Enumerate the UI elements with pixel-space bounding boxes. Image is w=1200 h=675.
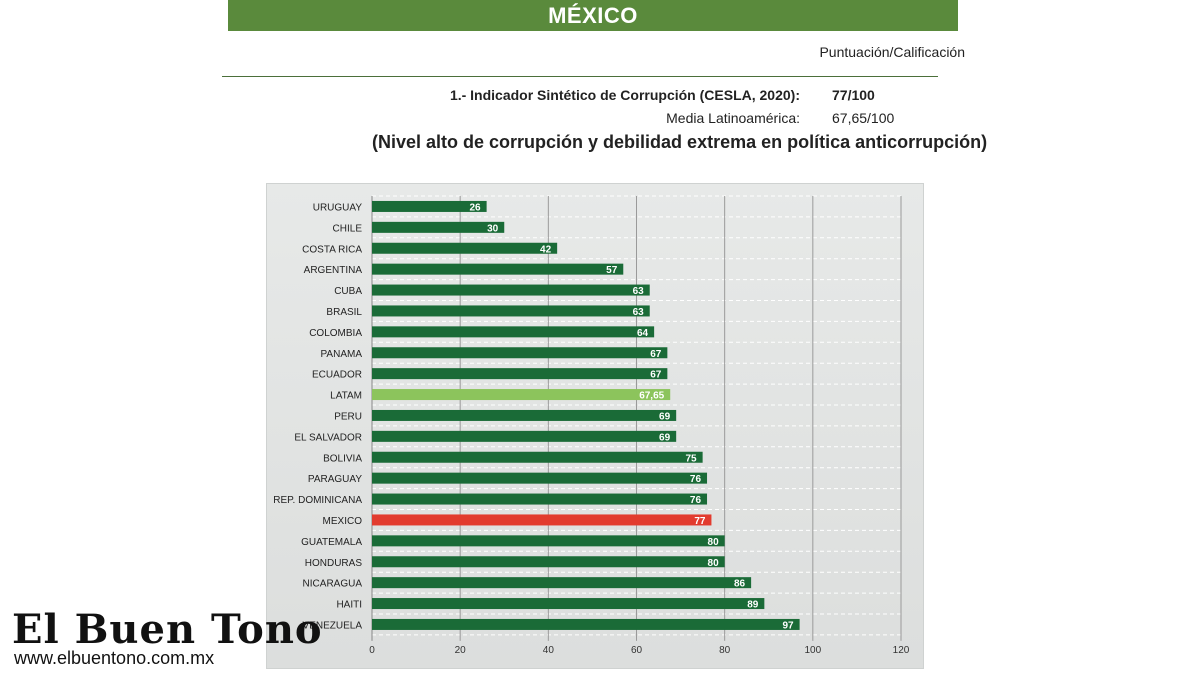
bar (372, 577, 752, 589)
bar (372, 221, 505, 233)
bar-value-label: 57 (606, 265, 618, 276)
category-label: REP. DOMINICANA (273, 495, 362, 506)
bar (372, 535, 725, 547)
category-label: CHILE (333, 223, 363, 234)
indicator-note: (Nivel alto de corrupción y debilidad ex… (372, 132, 988, 152)
bar-value-label: 80 (708, 537, 720, 548)
bar-value-label: 67 (650, 349, 662, 360)
x-tick-label: 80 (719, 645, 731, 656)
bar (372, 430, 677, 442)
category-label: COLOMBIA (309, 328, 362, 339)
logo-url: www.elbuentono.com.mx (14, 648, 215, 668)
bar-value-label: 30 (487, 223, 499, 234)
category-label: PERU (334, 411, 362, 422)
category-label: LATAM (330, 391, 362, 402)
bar (372, 326, 655, 338)
bar-value-label: 42 (540, 244, 552, 255)
category-label: URUGUAY (313, 202, 363, 213)
x-tick-label: 120 (893, 645, 910, 656)
category-label: NICARAGUA (303, 579, 363, 590)
bar-value-label: 63 (633, 307, 645, 318)
category-label: VENEZUELA (303, 620, 363, 631)
bar (372, 200, 487, 212)
category-label: GUATEMALA (301, 537, 362, 548)
x-tick-label: 0 (369, 645, 375, 656)
category-label: HONDURAS (305, 558, 363, 569)
x-tick-label: 60 (631, 645, 643, 656)
bar-chart: 0 20 40 60 80 100 120 URUGUAY 26 CHILE 30 COSTA RIC… (273, 195, 910, 656)
indicator-value: 77/100 (832, 87, 875, 103)
bar (372, 263, 624, 275)
bar (372, 389, 671, 401)
x-tick-label: 100 (804, 645, 821, 656)
bar (372, 305, 650, 317)
category-label: EL SALVADOR (294, 432, 362, 443)
category-label: ARGENTINA (304, 265, 363, 276)
divider (222, 76, 938, 77)
category-label: ECUADOR (312, 370, 362, 381)
mean-value: 67,65/100 (832, 110, 895, 126)
bar-value-label: 80 (708, 558, 720, 569)
bar-value-label: 67 (650, 370, 662, 381)
category-label: MEXICO (323, 516, 363, 527)
bar (372, 514, 712, 526)
x-tick-label: 40 (543, 645, 555, 656)
bar (372, 347, 668, 359)
mean-label: Media Latinoamérica: (666, 110, 800, 126)
indicator-label: 1.- Indicador Sintético de Corrupción (C… (449, 87, 800, 103)
bar-value-label: 26 (469, 202, 481, 213)
logo: El Buen Tono (12, 606, 323, 653)
page-title-banner: MÉXICO (228, 0, 958, 31)
bar-value-label: 76 (690, 495, 702, 506)
bar (372, 598, 765, 610)
bar (372, 618, 800, 630)
category-label: PANAMA (321, 349, 363, 360)
category-label: COSTA RICA (302, 244, 362, 255)
chart-frame: 0 20 40 60 80 100 120 URUGUAY 26 CHILE 30 COSTA RIC… (266, 183, 924, 669)
bar (372, 493, 708, 505)
bar (372, 409, 677, 421)
bar-value-label: 67,65 (639, 391, 664, 402)
category-label: BOLIVIA (323, 453, 362, 464)
bar-value-label: 75 (686, 453, 698, 464)
bar (372, 451, 703, 463)
bar-value-label: 77 (694, 516, 706, 527)
score-caption: Puntuación/Calificación (819, 44, 965, 60)
bar-value-label: 69 (659, 411, 671, 422)
bar (372, 368, 668, 380)
category-label: PARAGUAY (308, 474, 362, 485)
bar (372, 556, 725, 568)
bar-value-label: 89 (747, 600, 759, 611)
x-tick-label: 20 (455, 645, 467, 656)
bar-value-label: 76 (690, 474, 702, 485)
bar (372, 284, 650, 296)
bar-value-label: 69 (659, 432, 671, 443)
category-label: CUBA (334, 286, 362, 297)
category-label: BRASIL (326, 307, 362, 318)
category-label: HAITI (336, 600, 362, 611)
bar-value-label: 64 (637, 328, 649, 339)
bar-value-label: 63 (633, 286, 645, 297)
bar-value-label: 97 (782, 620, 794, 631)
bar-value-label: 86 (734, 579, 746, 590)
bar (372, 242, 558, 254)
bar (372, 472, 708, 484)
